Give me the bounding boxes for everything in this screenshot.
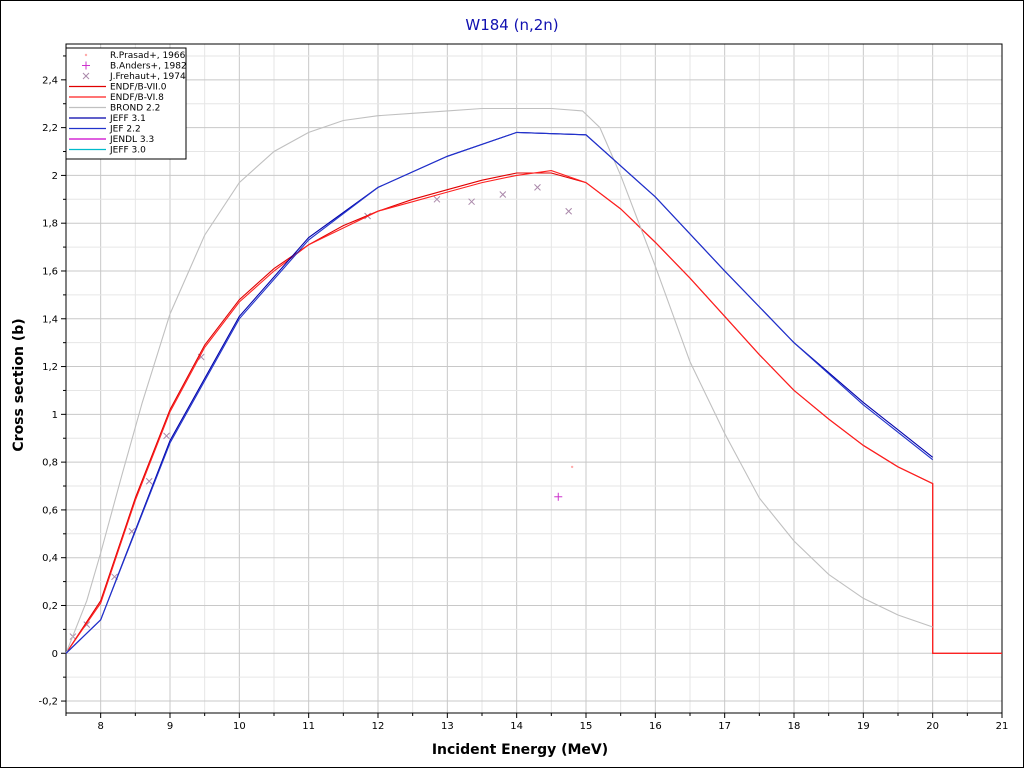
plot-area [65, 43, 1003, 714]
series-line [65, 107, 933, 654]
x-tick-label: 18 [788, 721, 801, 732]
data-point-cross [145, 477, 153, 485]
y-tick-label: 0,2 [42, 601, 58, 612]
marker-stroke [128, 528, 136, 535]
series-group [65, 107, 1002, 654]
y-tick-label: 1,2 [42, 362, 58, 373]
data-point-dot [84, 53, 88, 57]
legend-item: ENDF/B-VII.0 [69, 83, 167, 93]
data-point-cross [163, 432, 170, 440]
y-tick-label: 2,2 [42, 123, 58, 134]
data-point-cross [82, 72, 90, 80]
legend-item: R.Prasad+, 1966 [84, 51, 186, 61]
legend-label: JEF 2.2 [109, 125, 141, 135]
legend-label: R.Prasad+, 1966 [110, 51, 186, 61]
marker-stroke [111, 573, 118, 581]
legend-label: J.Frehaut+, 1974 [109, 72, 186, 82]
x-tick-label: 8 [97, 721, 103, 732]
legend-item: JEFF 3.1 [69, 114, 146, 124]
marker-stroke [565, 207, 573, 215]
data-point-cross [534, 184, 541, 191]
legend-label: ENDF/B-VII.0 [110, 83, 167, 93]
legend-item: ENDF/B-VI.8 [69, 93, 164, 103]
data-point-cross [565, 207, 573, 215]
y-axis-label: Cross section (b) [11, 318, 27, 451]
legend-item: J.Frehaut+, 1974 [82, 72, 186, 82]
y-tick-label: 2,4 [42, 75, 58, 86]
y-tick-label: 0 [52, 649, 58, 660]
legend-label: JEFF 3.1 [109, 114, 146, 124]
x-tick-label: 10 [233, 721, 246, 732]
series-jeff-3-1 [65, 131, 934, 654]
y-tick-label: 0,8 [42, 458, 58, 469]
x-tick-label: 15 [580, 721, 593, 732]
x-tick-label: 17 [718, 721, 731, 732]
y-tick-label: 1,6 [42, 266, 58, 277]
y-tick-label: 0,6 [42, 505, 58, 516]
y-tick-label: 1,4 [42, 314, 58, 325]
x-tick-label: 13 [441, 721, 454, 732]
legend-item: BROND 2.2 [69, 104, 160, 114]
x-tick-label: 11 [302, 721, 315, 732]
x-axis-label: Incident Energy (MeV) [432, 742, 608, 758]
y-tick-label: 2 [52, 171, 58, 182]
marker-stroke [433, 195, 441, 203]
series-endf-b-vi-8 [65, 170, 1002, 654]
y-tick-label: 1,8 [42, 219, 58, 230]
y-tick-label: -0,2 [38, 697, 58, 708]
marker-stroke [82, 72, 90, 80]
marker-stroke [163, 432, 170, 440]
legend-item: B.Anders+, 1982 [82, 61, 187, 72]
marker-stroke [197, 353, 205, 361]
legend-item: JEF 2.2 [69, 125, 141, 135]
data-point-dot [570, 465, 574, 469]
series-brond-2-2 [65, 107, 933, 654]
series-r-prasad-1966 [570, 465, 574, 469]
x-tick-label: 16 [649, 721, 662, 732]
x-tick-label: 9 [167, 721, 173, 732]
legend-item: JEFF 3.0 [69, 146, 146, 156]
series-b-anders-1982 [554, 492, 563, 501]
marker-stroke [468, 198, 475, 206]
data-point-cross [499, 191, 507, 198]
x-tick-label: 12 [372, 721, 385, 732]
legend-label: ENDF/B-VI.8 [110, 93, 164, 103]
data-point-cross [433, 195, 441, 203]
series-line [65, 170, 1002, 654]
x-tick-label: 14 [510, 721, 523, 732]
series-line [65, 131, 934, 654]
data-point-cross [468, 198, 475, 206]
axis-ticks: 8 9 10 11 12 13 14 15 16 17 18 19 20 21-0,200,20,40,6… [38, 55, 1009, 732]
legend-label: B.Anders+, 1982 [110, 62, 187, 72]
series-line [65, 131, 934, 654]
y-tick-label: 0,4 [42, 553, 58, 564]
data-point-plus [554, 492, 563, 501]
legend-label: JEFF 3.0 [109, 146, 146, 156]
y-tick-label: 1 [52, 410, 58, 421]
marker-stroke [499, 191, 507, 198]
legend-item: JENDL 3.3 [69, 135, 154, 145]
x-tick-label: 19 [857, 721, 870, 732]
chart-title: W184 (n,2n) [465, 16, 558, 34]
series-j-frehaut-1974 [69, 184, 573, 640]
marker-stroke [145, 477, 153, 485]
x-tick-label: 20 [926, 721, 939, 732]
legend-label: BROND 2.2 [110, 104, 160, 114]
data-point-plus [82, 61, 90, 70]
marker-stroke [534, 184, 541, 191]
x-tick-label: 21 [996, 721, 1009, 732]
series-jef-2-2 [65, 131, 934, 654]
legend-label: JENDL 3.3 [109, 135, 154, 145]
